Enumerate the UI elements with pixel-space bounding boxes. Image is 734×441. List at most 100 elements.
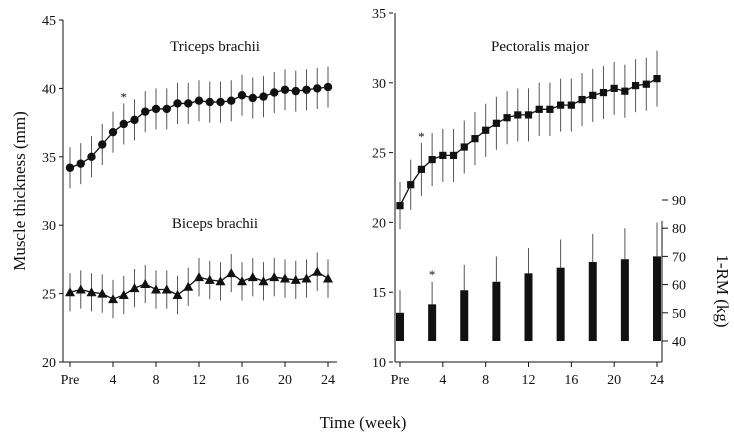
triceps-point — [313, 84, 322, 93]
triceps-point — [151, 104, 161, 114]
left-xtick-label: 16 — [235, 373, 249, 388]
biceps-point — [172, 289, 183, 299]
left-panel: 20 25 30 35 40 45 Pre 4 8 12 16 20 24 * Triceps brac… — [42, 14, 337, 388]
right-ytick-label: 30 — [372, 77, 386, 92]
pectoralis-point — [449, 151, 458, 159]
triceps-point — [173, 99, 182, 108]
pectoralis-point — [428, 155, 436, 164]
triceps-point — [108, 127, 118, 137]
y-axis-label: Muscle thickness (mm) — [10, 111, 29, 271]
secondary-ytick-label: 70 — [672, 250, 686, 265]
left-ytick-label: 20 — [42, 356, 56, 371]
left-xtick-label: 20 — [278, 373, 292, 388]
biceps-point — [86, 287, 97, 297]
triceps-point — [270, 88, 279, 97]
triceps-point — [194, 96, 204, 105]
bar-significance-marker: * — [429, 267, 436, 282]
pectoralis-point — [514, 111, 522, 119]
bar — [653, 256, 661, 341]
pectoralis-point — [535, 105, 543, 113]
pectoralis-point — [546, 105, 554, 113]
triceps-significance-marker: * — [121, 89, 128, 104]
triceps-point — [141, 107, 150, 116]
right-xtick-label: 12 — [522, 373, 536, 388]
pectoralis-point — [599, 88, 608, 97]
bar — [556, 267, 565, 341]
pectoralis-significance-marker: * — [418, 129, 425, 144]
right-ytick-label: 15 — [372, 286, 386, 301]
right-ytick-label: 25 — [372, 147, 386, 162]
biceps-point — [247, 272, 258, 282]
biceps-point — [312, 266, 323, 276]
right-ticks: 10 15 20 25 30 35 Pre 4 8 12 16 20 24 — [372, 7, 664, 388]
biceps-point — [269, 272, 280, 282]
pectoralis-point — [407, 181, 415, 189]
triceps-point — [216, 97, 225, 107]
biceps-point — [204, 274, 215, 284]
left-ytick-label: 45 — [42, 14, 56, 29]
biceps-point — [65, 287, 75, 297]
pectoralis-point — [557, 101, 565, 109]
triceps-point — [65, 163, 75, 172]
biceps-point — [280, 273, 290, 283]
triceps-point — [119, 119, 128, 129]
triceps-point — [162, 104, 171, 114]
biceps-point — [183, 281, 194, 291]
biceps-point — [118, 289, 129, 299]
right-xtick-label: 16 — [564, 373, 578, 388]
left-ticks: 20 25 30 35 40 45 Pre 4 8 12 16 20 24 — [42, 14, 335, 388]
triceps-point — [227, 96, 236, 105]
triceps-point — [130, 115, 139, 125]
biceps-point — [108, 294, 118, 304]
left-marks: * — [65, 66, 333, 319]
triceps-point — [184, 99, 193, 108]
triceps-point — [87, 152, 96, 161]
bar — [492, 281, 501, 341]
right-ytick-label: 10 — [372, 356, 386, 371]
secondary-ytick-label: 40 — [672, 335, 686, 350]
secondary-ytick-label: 80 — [672, 222, 686, 237]
bar — [588, 262, 597, 341]
pectoralis-point — [503, 114, 511, 122]
left-xtick-label: 8 — [153, 373, 160, 388]
bar — [428, 304, 437, 341]
pectoralis-point — [417, 165, 426, 173]
x-axis-label: Time (week) — [320, 413, 407, 432]
right-xtick-label: Pre — [391, 373, 410, 388]
bar-marks: 40 50 60 70 80 90 * — [396, 194, 686, 350]
biceps-title: Biceps brachii — [172, 216, 258, 232]
pectoralis-point — [642, 80, 650, 88]
biceps-point — [290, 274, 301, 284]
pectoralis-point — [610, 84, 618, 92]
secondary-ytick-label: 50 — [672, 307, 686, 322]
pectoralis-point — [471, 135, 479, 143]
left-ytick-label: 40 — [42, 82, 56, 97]
pectoralis-point — [631, 81, 640, 90]
biceps-point — [301, 273, 312, 283]
secondary-ytick-label: 60 — [672, 279, 686, 294]
left-ytick-label: 25 — [42, 288, 56, 303]
triceps-point — [259, 92, 268, 101]
bar — [620, 259, 629, 341]
triceps-point — [291, 86, 300, 96]
right-marks: * — [396, 50, 661, 230]
triceps-point — [323, 82, 333, 92]
biceps-point — [215, 276, 226, 286]
triceps-point — [237, 91, 247, 100]
secondary-y-axis-label: 1-RM (kg) — [713, 254, 732, 327]
pectoralis-point — [460, 143, 468, 151]
pectoralis-point — [396, 202, 404, 210]
right-ytick-label: 35 — [372, 7, 386, 22]
triceps-point — [248, 93, 257, 103]
left-xtick-label: 24 — [321, 373, 335, 388]
biceps-point — [129, 283, 140, 293]
right-xtick-label: 20 — [607, 373, 621, 388]
bar — [460, 290, 469, 341]
left-xtick-label: 4 — [110, 373, 117, 388]
pectoralis-point — [621, 87, 629, 95]
right-xtick-label: 4 — [439, 373, 446, 388]
biceps-point — [258, 276, 269, 286]
secondary-ytick-label: 90 — [672, 194, 686, 209]
right-panel: 10 15 20 25 30 35 Pre 4 8 12 16 20 24 * 40 50 60 70 80 90… — [372, 7, 686, 388]
